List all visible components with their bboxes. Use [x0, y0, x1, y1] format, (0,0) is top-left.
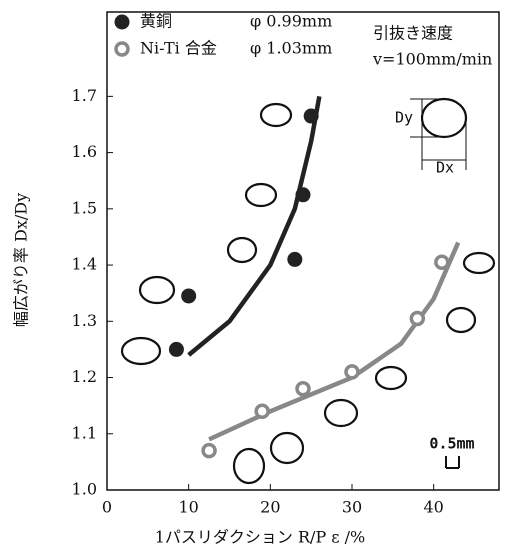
x-axis-label: 1パスリダクション R/P ε /%: [155, 528, 366, 547]
y-tick-label: 1.6: [72, 142, 97, 161]
data-point: [201, 442, 217, 459]
data-point: [254, 403, 270, 420]
x-tick-label: 40: [423, 498, 443, 517]
data-point: [409, 310, 426, 327]
legend-marker: [114, 41, 130, 57]
speed: v=100mm/min: [372, 50, 492, 69]
y-tick-label: 1.2: [72, 367, 97, 386]
inset-dy: Dy: [395, 109, 413, 127]
y-tick-label: 1.3: [72, 311, 97, 330]
y-axis-label: 幅広がり率 Dx/Dy: [12, 193, 31, 327]
plot-frame: [106, 11, 500, 491]
legend-size: φ 0.99mm: [250, 12, 332, 31]
x-tick-label: 30: [342, 498, 362, 517]
legend-label: 黄銅: [140, 12, 172, 31]
data-point: [295, 381, 311, 397]
data-point: [434, 254, 450, 270]
speed-title: 引抜き速度: [373, 24, 453, 43]
y-tick-label: 1.7: [72, 86, 97, 105]
x-tick-label: 10: [178, 498, 198, 517]
fit-curve: [187, 95, 322, 357]
data-point: [181, 288, 197, 304]
data-point: [344, 364, 360, 380]
cross-sections: [120, 97, 496, 485]
y-tick-label: 1.1: [72, 423, 97, 442]
x-tick-label: 20: [260, 498, 280, 517]
data-point: [287, 251, 303, 267]
inset-dx: Dx: [436, 159, 454, 177]
legend-marker: [114, 14, 130, 30]
y-tick-label: 1.4: [72, 255, 97, 274]
data-point: [168, 341, 184, 357]
legend-size: φ 1.03mm: [250, 39, 332, 58]
x-tick-label: 0: [102, 498, 112, 517]
y-tick-label: 1.0: [72, 480, 97, 499]
data-point: [295, 187, 311, 203]
scale-label: 0.5mm: [429, 435, 474, 453]
data-point: [303, 108, 319, 124]
legend-label: Ni-Ti 合金: [140, 39, 217, 58]
y-tick-label: 1.5: [72, 198, 97, 217]
